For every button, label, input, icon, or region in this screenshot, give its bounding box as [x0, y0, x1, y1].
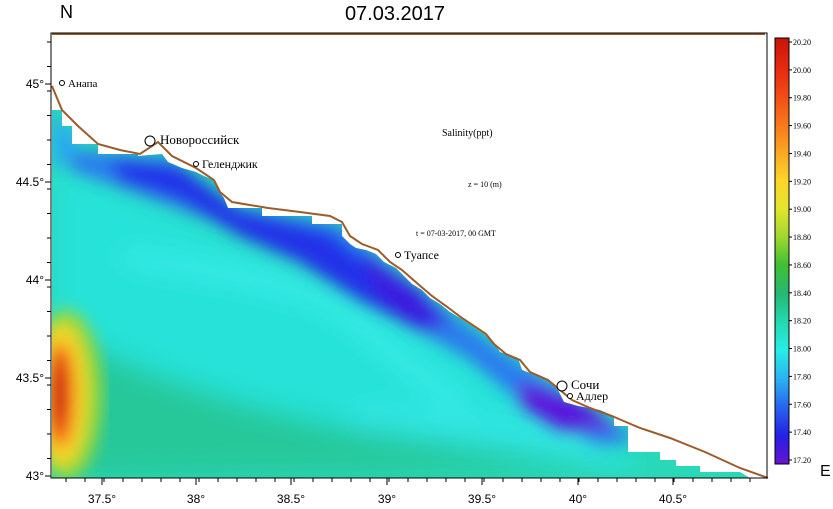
lon-tick-label: 38.5° — [277, 492, 305, 506]
variable-label: Salinity(ppt) — [442, 128, 493, 139]
city-label: Геленджик — [202, 157, 258, 171]
city-marker — [59, 80, 65, 86]
city-label: Туапсе — [404, 248, 439, 262]
salinity-field — [52, 110, 750, 478]
lat-tick-label: 43.5° — [16, 371, 44, 385]
colorbar-label: 18.00 — [793, 345, 811, 354]
north-label: N — [60, 2, 73, 22]
lon-tick-label: 40.5° — [659, 492, 687, 506]
lat-tick-label: 44° — [26, 273, 44, 287]
latitude-axis: 45° 44.5° 44° 43.5° 43° — [16, 41, 51, 483]
colorbar-label: 19.40 — [793, 149, 811, 158]
lon-tick-label: 40° — [569, 492, 587, 506]
colorbar-label: 19.60 — [793, 122, 811, 131]
east-label: E — [820, 463, 831, 480]
city-label: Адлер — [576, 389, 608, 403]
colorbar-label: 17.60 — [793, 400, 811, 409]
colorbar-label: 19.80 — [793, 94, 811, 103]
lat-tick-label: 45° — [26, 77, 44, 91]
lon-tick-label: 39° — [378, 492, 396, 506]
colorbar-label: 17.80 — [793, 372, 811, 381]
city-label: Анапа — [68, 78, 97, 90]
colorbar-label: 20.00 — [793, 66, 811, 75]
city-marker — [193, 161, 199, 167]
city-label: Сочи — [571, 377, 599, 392]
city-marker — [567, 393, 573, 399]
colorbar-label: 17.40 — [793, 428, 811, 437]
lat-tick-label: 44.5° — [16, 175, 44, 189]
lat-tick-label: 43° — [26, 469, 44, 483]
time-label: t = 07-03-2017, 00 GMT — [416, 229, 496, 238]
colorbar-label: 18.20 — [793, 317, 811, 326]
city-markers: Анапа Новороссийск Геленджик Туапсе СочиАдле… — [59, 78, 608, 403]
map-frame — [50, 32, 768, 479]
lon-tick-label: 39.5° — [468, 492, 496, 506]
colorbar: 20.20 20.00 19.80 19.60 19.40 19.20 19.00 18.80… — [774, 37, 811, 465]
colorbar-label: 18.60 — [793, 261, 811, 270]
longitude-axis: 37.5° 38° 38.5° 39° 39.5° 40° 40.5° — [65, 478, 751, 506]
colorbar-label: 18.80 — [793, 233, 811, 242]
colorbar-label: 19.20 — [793, 177, 811, 186]
colorbar-label: 17.20 — [793, 456, 811, 465]
city-marker — [144, 135, 156, 147]
colorbar-label: 20.20 — [793, 38, 811, 47]
coastline — [51, 33, 769, 479]
lon-tick-label: 38° — [187, 492, 205, 506]
city-marker — [395, 252, 401, 258]
city-label: Новороссийск — [160, 132, 240, 147]
depth-label: z = 10 (m) — [468, 180, 502, 189]
map-title: 07.03.2017 — [345, 3, 445, 25]
colorbar-label: 18.40 — [793, 289, 811, 298]
city-marker — [556, 380, 568, 392]
lon-tick-label: 37.5° — [88, 492, 116, 506]
colorbar-label: 19.00 — [793, 205, 811, 214]
colorbar-gradient — [774, 37, 790, 465]
